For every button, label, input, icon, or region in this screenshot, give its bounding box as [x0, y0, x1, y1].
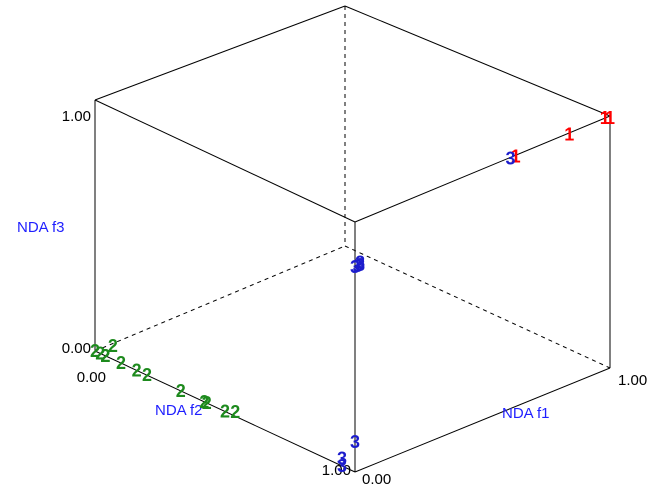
- scatter-point-class-3: 3: [350, 432, 360, 452]
- scatter-point-class-3: 3: [355, 252, 365, 272]
- y-axis-tick-max: 1.00: [322, 462, 351, 479]
- box-edge-top-back-right: [344, 5, 611, 117]
- scatter-point-class-3: 3: [337, 456, 347, 476]
- box-edge-bottom-front-right: [354, 367, 611, 473]
- scatter-point-class-2: 2: [100, 346, 110, 366]
- scatter-point-class-3: 3: [505, 149, 515, 169]
- scatter-point-class-3: 3: [353, 256, 363, 276]
- z-axis-label: NDA f3: [17, 219, 65, 236]
- x-axis-tick-max: 1.00: [618, 372, 647, 389]
- scatter-point-class-1: 1: [600, 108, 610, 128]
- x-axis-tick-min: 0.00: [362, 471, 391, 488]
- scatter-point-class-1: 1: [511, 147, 521, 167]
- scatter-point-class-2: 2: [132, 360, 142, 380]
- scatter-point-class-2: 2: [116, 353, 126, 373]
- scatter-point-class-2: 2: [230, 402, 240, 422]
- scatter-point-class-1: 1: [605, 108, 615, 128]
- scatter-point-class-2: 2: [220, 402, 230, 422]
- box-edge-hidden-bottom-right: [344, 245, 611, 369]
- scatter-point-class-2: 2: [90, 341, 100, 361]
- box-edge-top-back-left: [94, 5, 346, 101]
- y-axis-tick-min: 0.00: [77, 369, 106, 386]
- scatter-point-class-2: 2: [108, 336, 118, 356]
- y-axis-label: NDA f2: [155, 402, 203, 419]
- x-axis-label: NDA f1: [502, 405, 550, 422]
- box-edge-top-front-left: [94, 99, 356, 223]
- scatter-point-class-2: 2: [95, 343, 105, 363]
- scatter-point-class-2: 2: [176, 381, 186, 401]
- z-axis-tick-max: 1.00: [62, 108, 91, 125]
- scatter-point-class-1: 1: [564, 125, 574, 145]
- box-edge-hidden-bottom-left: [94, 245, 346, 352]
- scatter-point-class-3: 3: [350, 257, 360, 277]
- scatter-point-class-2: 2: [202, 393, 212, 413]
- z-axis-tick-min: 0.00: [62, 340, 91, 357]
- scatter-point-class-2: 2: [100, 346, 110, 366]
- tick-labels: 1.00 0.00 0.00 1.00 0.00 1.00: [62, 108, 647, 488]
- scatter-point-class-2: 2: [142, 365, 152, 385]
- scatter-point-class-3: 3: [355, 255, 365, 275]
- axis-labels: NDA f3 NDA f2 NDA f1: [17, 219, 550, 422]
- box-edge-top-front-right: [354, 115, 611, 223]
- scatter-point-class-3: 3: [337, 448, 347, 468]
- box-frame: [94, 5, 611, 473]
- box-edge-bottom-front-left: [94, 350, 356, 473]
- scatter-point-class-2: 2: [199, 392, 209, 412]
